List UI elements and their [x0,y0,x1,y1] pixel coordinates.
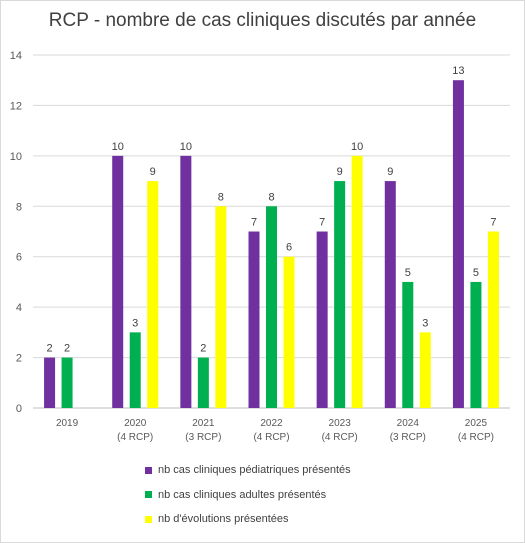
legend-item: nb d'évolutions présentées [145,507,351,532]
bar [215,206,227,408]
y-tick-label: 14 [10,50,22,62]
bar [248,231,260,408]
data-label: 10 [351,141,363,153]
x-tick-sublabel: (3 RCP) [390,432,426,443]
legend: nb cas cliniques pédiatriques présentés n… [145,458,351,532]
bar [351,155,363,408]
data-label: 2 [64,343,70,355]
bar [487,231,499,408]
bar [419,332,431,408]
legend-swatch [145,466,152,474]
y-tick-label: 6 [16,252,22,264]
x-tick-label: 2025 [465,418,488,429]
data-label: 8 [218,191,224,203]
data-label: 9 [387,166,393,178]
legend-swatch [145,515,152,523]
bar [147,181,159,408]
data-label: 10 [112,141,124,153]
y-tick-label: 8 [16,201,22,213]
legend-item: nb cas cliniques adultes présentés [145,483,351,508]
bar [197,357,209,408]
data-label: 2 [200,343,206,355]
data-label: 9 [337,166,343,178]
legend-label: nb cas cliniques pédiatriques présentés [158,464,351,477]
y-tick-label: 4 [16,302,22,314]
data-label: 7 [251,217,257,229]
data-label: 10 [180,141,192,153]
y-tick-label: 12 [10,100,22,112]
data-label: 13 [452,65,464,77]
data-label: 3 [422,317,428,329]
legend-item: nb cas cliniques pédiatriques présentés [145,458,351,483]
x-tick-label: 2021 [192,418,215,429]
bar [180,155,192,408]
bar [61,357,73,408]
data-label: 9 [150,166,156,178]
bar [402,281,414,408]
x-tick-label: 2024 [397,418,420,429]
y-tick-label: 2 [16,353,22,365]
bar [316,231,328,408]
y-tick-label: 10 [10,151,22,163]
data-label: 7 [490,217,496,229]
data-label: 6 [286,242,292,254]
legend-label: nb d'évolutions présentées [158,513,289,526]
x-tick-label: 2022 [260,418,283,429]
bar [44,357,56,408]
bar [384,181,396,408]
y-tick-label: 0 [16,403,22,415]
legend-label: nb cas cliniques adultes présentés [158,488,327,501]
bar [112,155,124,408]
x-tick-label: 2020 [124,418,147,429]
x-tick-sublabel: (4 RCP) [322,432,358,443]
x-tick-label: 2019 [56,418,79,429]
bar [283,256,295,408]
bar [266,206,277,408]
data-label: 2 [47,343,53,355]
data-label: 8 [268,191,274,203]
bar [452,80,464,408]
x-tick-label: 2023 [329,418,352,429]
legend-swatch [145,491,152,499]
data-label: 3 [132,317,138,329]
x-tick-sublabel: (4 RCP) [458,432,494,443]
x-tick-sublabel: (4 RCP) [117,432,153,443]
bar [334,181,346,408]
x-tick-sublabel: (3 RCP) [185,432,221,443]
bar [129,332,141,408]
data-label: 5 [405,267,411,279]
chart-title: RCP - nombre de cas cliniques discutés p… [48,10,477,31]
data-label: 7 [319,217,325,229]
x-tick-sublabel: (4 RCP) [253,432,289,443]
bar [470,281,482,408]
data-label: 5 [473,267,479,279]
